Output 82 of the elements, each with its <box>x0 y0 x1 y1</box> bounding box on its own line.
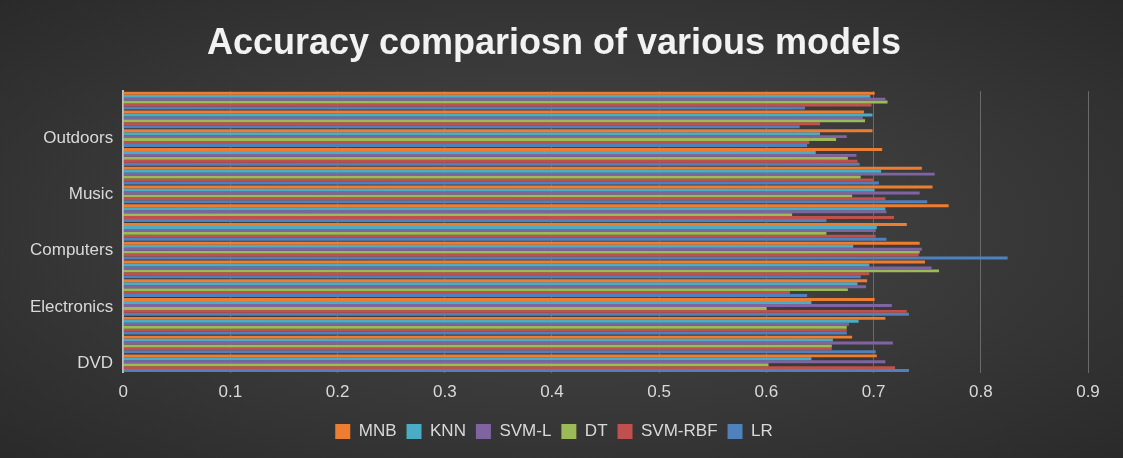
bar <box>123 129 873 133</box>
x-tick-label: 0.9 <box>1076 382 1100 402</box>
bar <box>123 234 876 238</box>
bar <box>123 237 887 241</box>
bar <box>123 304 892 307</box>
bar <box>123 223 907 227</box>
bar <box>123 191 920 195</box>
x-tick-label: 0.4 <box>540 382 564 402</box>
bar <box>123 148 883 151</box>
bar <box>123 94 871 98</box>
bar <box>123 219 827 222</box>
bar <box>123 298 875 302</box>
bar <box>123 194 853 198</box>
bar <box>123 244 854 248</box>
bar <box>123 153 857 157</box>
bar <box>123 175 861 179</box>
bar <box>123 363 769 367</box>
bar <box>123 91 875 95</box>
bar <box>123 282 858 286</box>
bar <box>123 200 928 204</box>
bar <box>123 113 873 117</box>
bar <box>123 269 939 273</box>
bar <box>123 301 812 304</box>
x-tick-label: 0.1 <box>218 382 243 402</box>
bar <box>123 169 882 173</box>
bar <box>123 172 935 176</box>
bar <box>123 132 820 136</box>
bar <box>123 185 933 189</box>
bar <box>123 181 879 185</box>
bar <box>123 366 896 370</box>
bar <box>123 241 920 245</box>
bar <box>123 150 816 154</box>
bar <box>123 122 820 126</box>
x-tick-label: 0.3 <box>432 382 457 402</box>
bar <box>123 335 853 339</box>
y-tick-label: Electronics <box>30 296 114 316</box>
bar <box>123 285 867 289</box>
legend-label: KNN <box>430 421 466 441</box>
bar <box>123 288 848 292</box>
bar <box>123 138 837 142</box>
bar <box>123 350 876 354</box>
legend-label: SVM-L <box>499 421 552 441</box>
legend-label: SVM-RBF <box>641 421 718 441</box>
bar <box>123 369 909 373</box>
y-tick-label: Outdoors <box>43 127 114 147</box>
x-tick-label: 0.8 <box>968 382 993 402</box>
legend-label: DT <box>584 421 608 441</box>
legend-label: MNB <box>358 421 397 441</box>
x-tick-label: 0.2 <box>325 382 350 402</box>
bar <box>123 231 827 235</box>
bar <box>123 272 870 276</box>
x-tick-label: 0 <box>118 382 128 402</box>
bar <box>123 204 949 208</box>
bar <box>123 360 886 364</box>
legend-label: LR <box>751 421 773 441</box>
bar <box>123 294 808 297</box>
bar <box>123 166 922 170</box>
bar <box>123 354 877 358</box>
bar <box>123 125 800 129</box>
bar <box>123 216 894 220</box>
bar <box>123 306 767 310</box>
x-tick-label: 0.5 <box>647 382 671 402</box>
bar <box>123 135 847 139</box>
y-tick-label: Computers <box>30 240 114 260</box>
y-tick-label: Music <box>68 184 114 204</box>
bar <box>123 275 861 279</box>
bar <box>123 197 886 201</box>
bar <box>123 279 868 283</box>
bar <box>123 357 812 361</box>
bar <box>123 319 859 323</box>
bar <box>123 156 848 160</box>
bar <box>123 213 793 217</box>
y-tick-label: DVD <box>77 352 114 372</box>
bar <box>123 338 833 342</box>
chart-title: Accuracy compariosn of various models <box>206 20 902 62</box>
bar <box>123 106 805 110</box>
bar <box>123 291 790 295</box>
bar <box>123 266 932 270</box>
x-tick-label: 0.7 <box>861 382 886 402</box>
bar <box>123 260 926 264</box>
bar <box>123 316 886 320</box>
x-tick-label: 0.6 <box>754 382 779 402</box>
